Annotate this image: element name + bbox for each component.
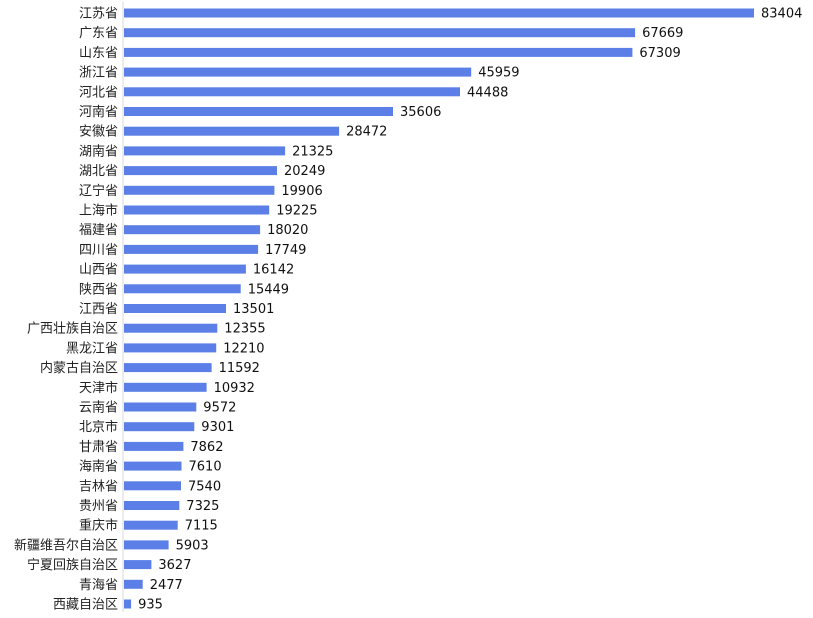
value-label: 20249	[284, 164, 325, 179]
value-label: 13501	[233, 302, 274, 317]
value-label: 3627	[158, 558, 191, 573]
category-label: 青海省	[79, 578, 118, 593]
value-label: 45959	[478, 66, 519, 81]
category-label: 内蒙古自治区	[40, 360, 118, 376]
category-label: 新疆维吾尔自治区	[14, 537, 118, 553]
category-label: 广西壮族自治区	[27, 321, 118, 337]
value-label: 19225	[276, 204, 317, 219]
bar	[124, 382, 207, 392]
bar	[124, 323, 218, 333]
category-label: 宁夏回族自治区	[27, 557, 118, 573]
bar	[124, 264, 246, 274]
bar	[124, 481, 181, 491]
value-label: 83404	[761, 7, 802, 22]
value-label: 44488	[467, 85, 508, 100]
category-label: 北京市	[79, 419, 118, 435]
bar	[124, 363, 212, 373]
category-label: 重庆市	[79, 518, 118, 534]
category-label: 山东省	[79, 46, 118, 61]
category-label: 西藏自治区	[53, 598, 118, 613]
bar	[124, 87, 460, 97]
bar	[124, 343, 217, 353]
bar	[124, 107, 393, 116]
bar	[124, 540, 169, 550]
value-label: 9301	[201, 420, 234, 435]
category-label: 上海市	[79, 203, 118, 219]
value-label: 11592	[219, 361, 260, 376]
value-label: 18020	[267, 223, 308, 238]
value-label: 17749	[265, 243, 306, 258]
value-label: 9572	[203, 401, 236, 416]
category-label: 安徽省	[79, 125, 118, 140]
category-label: 浙江省	[79, 66, 118, 81]
bar	[124, 244, 259, 254]
value-label: 7325	[186, 499, 219, 514]
bar	[124, 205, 270, 215]
value-label: 67309	[639, 46, 680, 61]
value-label: 21325	[292, 144, 333, 159]
bar	[124, 520, 178, 530]
bar	[124, 28, 636, 38]
value-label: 15449	[248, 282, 289, 297]
bar	[124, 441, 184, 451]
category-label: 湖北省	[79, 164, 118, 179]
value-label: 5903	[176, 538, 209, 553]
value-label: 67669	[642, 26, 683, 41]
value-label: 12355	[224, 322, 265, 337]
value-label: 2477	[150, 578, 183, 593]
category-label: 贵州省	[79, 499, 118, 514]
bar	[124, 461, 182, 471]
category-label: 广东省	[79, 26, 118, 41]
value-label: 7862	[190, 440, 223, 455]
bar	[124, 304, 226, 313]
bar	[124, 47, 633, 57]
bar	[124, 146, 286, 156]
value-label: 19906	[281, 184, 322, 199]
bars-group	[124, 8, 754, 609]
category-label: 山西省	[79, 263, 118, 278]
bar	[124, 422, 195, 432]
category-labels-group: 江苏省广东省山东省浙江省河北省河南省安徽省湖南省湖北省辽宁省上海市福建省四川省山…	[14, 6, 118, 613]
category-label: 吉林省	[79, 479, 118, 494]
value-label: 7610	[189, 460, 222, 475]
value-labels-group: 83404 67669 67309 45959 44488 35606 28472 21325…	[138, 7, 802, 613]
value-label: 35606	[400, 105, 441, 120]
value-label: 7115	[185, 519, 218, 534]
value-label: 10932	[214, 381, 255, 396]
bar	[124, 8, 754, 18]
bar	[124, 225, 261, 235]
category-label: 河北省	[79, 85, 118, 100]
category-label: 辽宁省	[79, 183, 118, 199]
value-label: 935	[138, 598, 163, 613]
bar	[124, 67, 472, 77]
bar	[124, 166, 277, 176]
category-label: 江苏省	[79, 6, 118, 22]
category-label: 天津市	[79, 380, 118, 396]
category-label: 江西省	[79, 302, 118, 317]
category-label: 四川省	[79, 243, 118, 258]
category-label: 云南省	[79, 400, 118, 416]
category-label: 湖南省	[79, 143, 118, 159]
category-label: 陕西省	[79, 282, 118, 297]
value-label: 28472	[346, 125, 387, 140]
value-label: 12210	[223, 341, 264, 356]
bar	[124, 560, 152, 570]
category-label: 黑龙江省	[66, 341, 118, 356]
value-label: 7540	[188, 479, 221, 494]
category-label: 海南省	[79, 459, 118, 475]
bar	[124, 185, 275, 195]
bar	[124, 402, 197, 412]
bar	[124, 284, 241, 294]
category-label: 福建省	[79, 223, 118, 238]
bar	[124, 501, 180, 510]
value-label: 16142	[253, 263, 294, 278]
bar	[124, 126, 340, 136]
bar	[124, 579, 143, 589]
bar	[124, 599, 132, 609]
category-label: 甘肃省	[79, 440, 118, 455]
category-label: 河南省	[79, 104, 118, 120]
